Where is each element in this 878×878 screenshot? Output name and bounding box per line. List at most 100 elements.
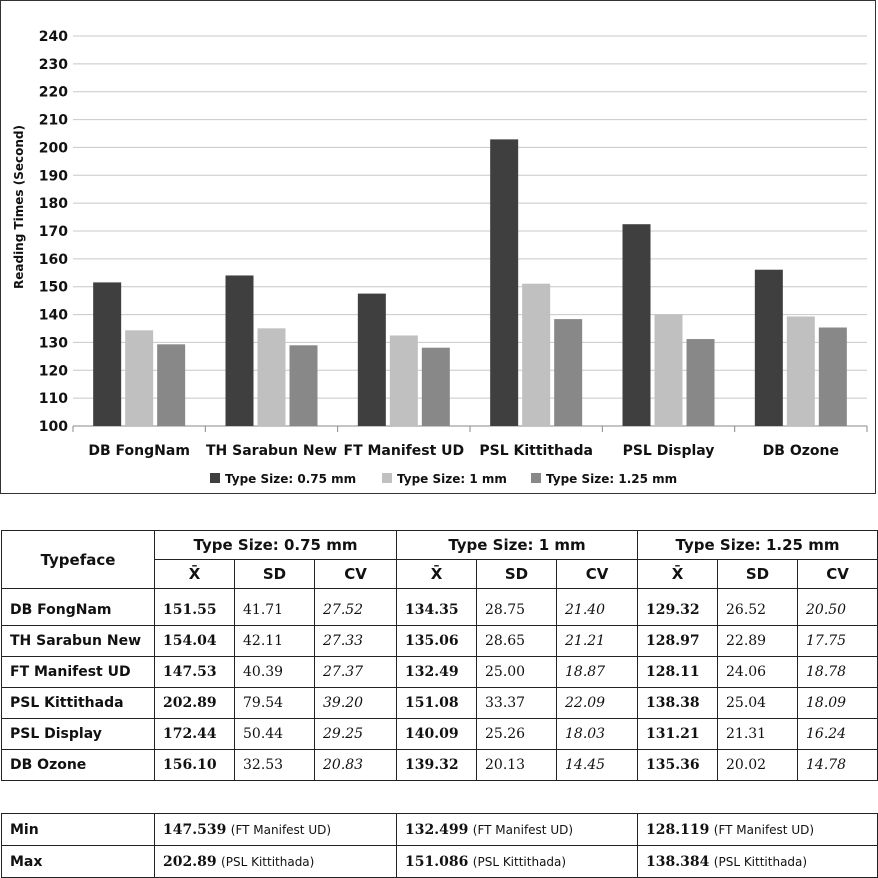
cell-sd: 40.39 <box>234 656 315 688</box>
cell-mean: 138.38 <box>637 687 718 719</box>
x-category-label: PSL Kittithada <box>479 443 593 459</box>
legend: Type Size: 0.75 mm Type Size: 1 mm Type Si… <box>210 472 677 486</box>
bar <box>289 345 318 426</box>
cell-mean: 156.10 <box>154 749 235 781</box>
subheader-cv: CV <box>556 559 638 589</box>
minmax-cell: 138.384 (PSL Kittithada) <box>637 845 878 878</box>
cell-sd: 21.31 <box>717 718 798 750</box>
subheader-sd: SD <box>717 559 798 589</box>
y-tick-label: 170 <box>39 224 68 240</box>
cell-mean: 134.35 <box>396 588 477 626</box>
x-category-label: DB Ozone <box>763 443 839 459</box>
bar <box>157 344 186 426</box>
table-row: PSL Kittithada 202.89 79.54 39.20 151.08 33.3… <box>1 687 878 719</box>
minmax-typeface: (FT Manifest UD) <box>230 822 332 837</box>
minmax-value: 128.119 <box>646 821 710 838</box>
cell-cv: 20.50 <box>797 588 878 626</box>
cell-mean: 128.11 <box>637 656 718 688</box>
y-tick-label: 220 <box>39 85 68 101</box>
cell-cv: 27.33 <box>314 625 397 657</box>
x-category-label: FT Manifest UD <box>344 443 465 459</box>
minmax-typeface: (FT Manifest UD) <box>713 822 815 837</box>
subheader-cv: CV <box>314 559 397 589</box>
cell-cv: 18.09 <box>797 687 878 719</box>
cell-sd: 41.71 <box>234 588 315 626</box>
cell-sd: 25.00 <box>476 656 557 688</box>
subheader-cv: CV <box>797 559 878 589</box>
minmax-value: 138.384 <box>646 853 710 870</box>
x-category-label: DB FongNam <box>88 443 190 459</box>
legend-label: Type Size: 1.25 mm <box>546 472 677 486</box>
cell-cv: 18.03 <box>556 718 638 750</box>
bar <box>225 275 254 426</box>
legend-label: Type Size: 1 mm <box>397 472 507 486</box>
group-header: Type Size: 1.25 mm <box>637 530 878 560</box>
bar <box>257 328 286 426</box>
cell-sd: 28.65 <box>476 625 557 657</box>
table-row: PSL Display 172.44 50.44 29.25 140.09 25.26 18… <box>1 718 878 750</box>
typeface-name: FT Manifest UD <box>1 656 155 688</box>
minmax-row: Max 202.89 (PSL Kittithada) 151.086 (PSL K… <box>1 845 878 878</box>
cell-sd: 26.52 <box>717 588 798 626</box>
cell-mean: 154.04 <box>154 625 235 657</box>
subheader-mean: X̄ <box>396 559 477 589</box>
table-row: FT Manifest UD 147.53 40.39 27.37 132.49 25.0… <box>1 656 878 688</box>
y-tick-label: 180 <box>39 196 68 212</box>
bar <box>654 314 683 426</box>
typeface-name: DB FongNam <box>1 588 155 626</box>
cell-mean: 151.55 <box>154 588 235 626</box>
y-tick-label: 130 <box>39 335 68 351</box>
cell-mean: 147.53 <box>154 656 235 688</box>
gridlines <box>73 35 867 427</box>
bar <box>554 319 583 426</box>
bar <box>421 347 450 426</box>
legend-swatch <box>531 473 541 483</box>
cell-sd: 79.54 <box>234 687 315 719</box>
cell-cv: 16.24 <box>797 718 878 750</box>
cell-cv: 20.83 <box>314 749 397 781</box>
y-tick-label: 120 <box>39 363 68 379</box>
minmax-cell: 202.89 (PSL Kittithada) <box>154 845 397 878</box>
table-row: DB Ozone 156.10 32.53 20.83 139.32 20.13 14.45… <box>1 749 878 781</box>
y-tick-label: 150 <box>39 280 68 296</box>
cell-cv: 17.75 <box>797 625 878 657</box>
y-tick-label: 190 <box>39 168 68 184</box>
typeface-name: PSL Kittithada <box>1 687 155 719</box>
cell-mean: 131.21 <box>637 718 718 750</box>
table-row: TH Sarabun New 154.04 42.11 27.33 135.06 28.6… <box>1 625 878 657</box>
stats-table: Typeface Type Size: 0.75 mm Type Size: 1… <box>1 530 878 781</box>
cell-cv: 29.25 <box>314 718 397 750</box>
minmax-cell: 128.119 (FT Manifest UD) <box>637 813 878 846</box>
y-tick-label: 210 <box>39 113 68 129</box>
cell-mean: 172.44 <box>154 718 235 750</box>
bar <box>622 224 651 426</box>
cell-mean: 128.97 <box>637 625 718 657</box>
x-category-label: TH Sarabun New <box>206 443 337 459</box>
minmax-cell: 151.086 (PSL Kittithada) <box>396 845 638 878</box>
typeface-name: TH Sarabun New <box>1 625 155 657</box>
cell-sd: 33.37 <box>476 687 557 719</box>
typeface-name: DB Ozone <box>1 749 155 781</box>
bar <box>818 327 847 426</box>
cell-sd: 24.06 <box>717 656 798 688</box>
minmax-table: Min 147.539 (FT Manifest UD) 132.499 (FT M… <box>1 813 878 878</box>
minmax-typeface: (FT Manifest UD) <box>472 822 574 837</box>
cell-sd: 25.26 <box>476 718 557 750</box>
y-tick-label: 110 <box>39 391 68 407</box>
cell-sd: 32.53 <box>234 749 315 781</box>
minmax-typeface: (PSL Kittithada) <box>472 854 567 869</box>
cell-cv: 27.52 <box>314 588 397 626</box>
cell-sd: 25.04 <box>717 687 798 719</box>
typeface-header: Typeface <box>1 530 155 589</box>
minmax-cell: 132.499 (FT Manifest UD) <box>396 813 638 846</box>
y-tick-label: 200 <box>39 140 68 156</box>
minmax-value: 202.89 <box>163 853 217 870</box>
bars <box>93 139 847 426</box>
chart-frame: 100 110 120 130 140 150 160 170 180 190 200 210 220 2… <box>0 0 876 494</box>
bar <box>522 283 551 426</box>
minmax-cell: 147.539 (FT Manifest UD) <box>154 813 397 846</box>
cell-sd: 42.11 <box>234 625 315 657</box>
cell-cv: 18.87 <box>556 656 638 688</box>
bar <box>490 139 519 426</box>
cell-mean: 135.06 <box>396 625 477 657</box>
